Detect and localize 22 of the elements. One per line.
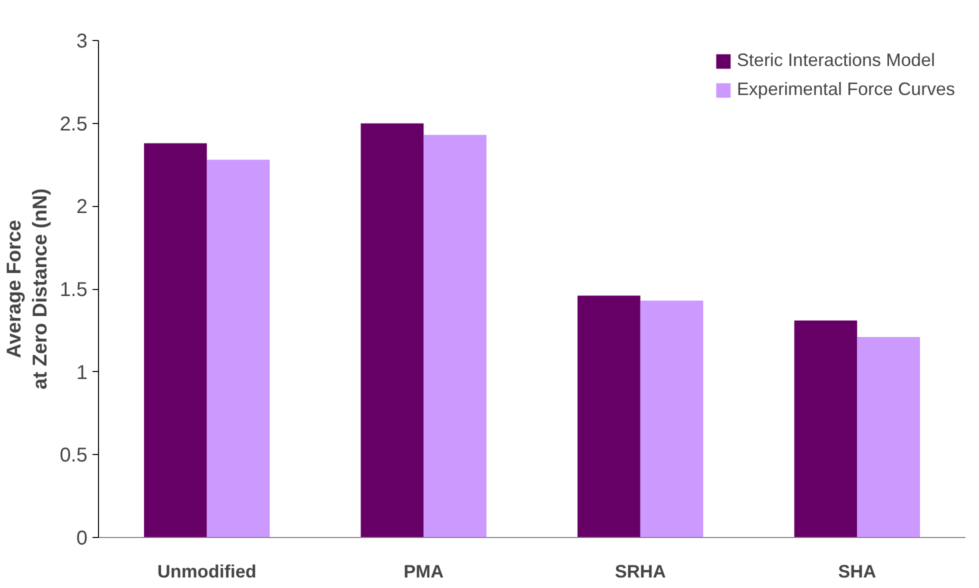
- y-tick-label: 0: [76, 528, 88, 550]
- legend-label: Steric Interactions Model: [736, 50, 936, 71]
- x-tick-label: SRHA: [614, 562, 666, 582]
- x-tick-label: PMA: [404, 562, 444, 582]
- bar: [640, 300, 704, 538]
- bar: [424, 134, 486, 538]
- x-tick-label: SHA: [838, 562, 876, 582]
- y-tick-label: 0.5: [60, 444, 88, 467]
- y-tick-label: 2: [76, 196, 88, 218]
- bar: [360, 123, 424, 538]
- y-tick-label: 3: [76, 30, 88, 52]
- legend-label: Experimental Force Curves: [736, 79, 955, 100]
- y-tick-label: 1: [76, 362, 88, 384]
- bar: [794, 320, 858, 538]
- bar: [206, 160, 270, 538]
- y-tick-label: 1.5: [60, 279, 88, 301]
- y-axis-title: Average Force at Zero Distance (nN): [3, 188, 52, 390]
- bar: [857, 337, 920, 538]
- bar: [144, 143, 207, 538]
- bar: [578, 296, 640, 538]
- x-tick-label: Unmodified: [157, 562, 256, 582]
- y-tick-label: 2.5: [60, 113, 88, 136]
